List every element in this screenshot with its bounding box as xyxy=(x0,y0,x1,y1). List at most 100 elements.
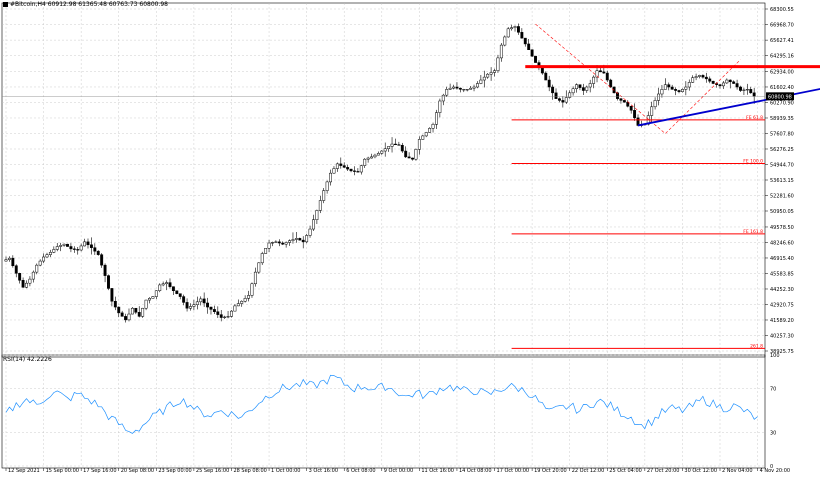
candle-body xyxy=(575,84,578,90)
candle-body xyxy=(332,168,336,174)
candle-body xyxy=(342,165,346,168)
candle-body xyxy=(472,86,476,89)
candle-body xyxy=(704,76,708,80)
candle-body xyxy=(294,238,298,240)
candle-body xyxy=(175,290,179,294)
candle-body xyxy=(322,190,326,201)
candle-body xyxy=(534,55,537,63)
candle-body xyxy=(438,100,442,113)
candle-body xyxy=(59,245,63,247)
chart-menu-icon[interactable] xyxy=(3,2,8,7)
candle-body xyxy=(151,296,155,299)
candle-body xyxy=(100,254,104,266)
candle-body xyxy=(585,86,589,91)
candle-body xyxy=(629,105,633,111)
candle-body xyxy=(551,86,555,94)
candle-body xyxy=(113,300,117,308)
candle-body xyxy=(171,286,175,292)
candle-body xyxy=(103,264,107,276)
candle-body xyxy=(657,93,660,101)
candle-body xyxy=(424,132,428,137)
candle-body xyxy=(363,158,367,166)
price-tick-label: 61602.40 xyxy=(770,85,794,91)
candle-body xyxy=(448,87,452,90)
price-tick-label: 66968.70 xyxy=(770,23,794,29)
candle-body xyxy=(226,316,230,318)
candle-body xyxy=(493,70,496,73)
time-tick-label: 3 Oct 16:00 xyxy=(309,468,338,474)
time-tick-label: 23 Sep 00:00 xyxy=(158,468,191,474)
symbol-header: #Bitcoin,H4 60912.98 61365.48 60763.73 6… xyxy=(3,1,168,8)
candle-body xyxy=(595,70,599,78)
candle-body xyxy=(674,89,678,91)
candle-body xyxy=(694,76,698,78)
candle-body xyxy=(329,172,332,183)
fib-100-label: FE 100.0 xyxy=(743,159,763,165)
time-tick-label: 25 Oct 04:00 xyxy=(609,468,642,474)
candle-body xyxy=(305,235,309,243)
rsi-label: RSI(14) 42.2226 xyxy=(3,356,52,363)
candle-body xyxy=(383,148,387,152)
candle-body xyxy=(312,219,315,230)
candle-body xyxy=(475,83,479,88)
candle-body xyxy=(168,282,172,287)
candle-body xyxy=(612,86,616,94)
candle-body xyxy=(7,257,11,260)
time-tick-label: 30 Oct 12:00 xyxy=(684,468,717,474)
price-tick-label: 38925.75 xyxy=(770,349,794,355)
candle-body xyxy=(346,167,350,170)
candle-body xyxy=(622,100,626,103)
candle-body xyxy=(284,242,288,245)
candle-body xyxy=(250,283,254,296)
price-tick-label: 44252.30 xyxy=(770,287,794,293)
candle-body xyxy=(339,163,343,166)
candle-body xyxy=(35,264,39,273)
candle-body xyxy=(318,200,322,211)
candle-body xyxy=(677,90,681,92)
candle-body xyxy=(417,139,421,150)
candle-body xyxy=(206,302,210,308)
candle-body xyxy=(660,89,664,95)
current-price-box xyxy=(766,92,794,101)
candle-body xyxy=(455,86,459,89)
rsi-tick-label: 70 xyxy=(770,386,776,392)
candle-body xyxy=(308,228,312,236)
time-tick-label: 2 Nov 04:00 xyxy=(722,468,753,474)
candle-body xyxy=(605,72,609,81)
price-tick-label: 52281.60 xyxy=(770,194,794,200)
time-tick-label: 25 Sep 16:00 xyxy=(196,468,229,474)
candle-body xyxy=(414,149,418,160)
fib-261.8-label: 261.8 xyxy=(750,343,763,349)
candle-body xyxy=(721,82,725,87)
candle-body xyxy=(38,260,42,266)
candle-body xyxy=(547,79,551,88)
price-tick-label: 49578.50 xyxy=(770,225,794,231)
candle-body xyxy=(510,27,514,30)
candle-body xyxy=(45,254,49,258)
candle-body xyxy=(52,249,56,253)
candle-body xyxy=(264,248,268,254)
candle-body xyxy=(277,241,281,244)
candle-body xyxy=(462,89,466,91)
candle-body xyxy=(223,316,227,318)
candle-body xyxy=(506,28,510,38)
candle-body xyxy=(387,146,391,149)
candle-body xyxy=(161,283,165,286)
candle-body xyxy=(571,88,575,94)
candle-body xyxy=(479,79,483,84)
candle-body xyxy=(89,244,93,248)
candle-body xyxy=(291,239,295,241)
time-tick-label: 12 Sep 2021 xyxy=(8,468,40,474)
candle-body xyxy=(349,168,353,172)
candle-body xyxy=(4,259,8,262)
price-tick-label: 54944.70 xyxy=(770,162,794,168)
price-tick-label: 56276.25 xyxy=(770,147,794,153)
current-price-label: 60800.98 xyxy=(768,94,792,100)
candle-body xyxy=(499,44,503,59)
candle-body xyxy=(315,210,319,220)
candle-body xyxy=(240,300,244,304)
price-tick-label: 46915.40 xyxy=(770,256,794,262)
candle-body xyxy=(233,305,237,312)
candle-body xyxy=(588,83,592,88)
